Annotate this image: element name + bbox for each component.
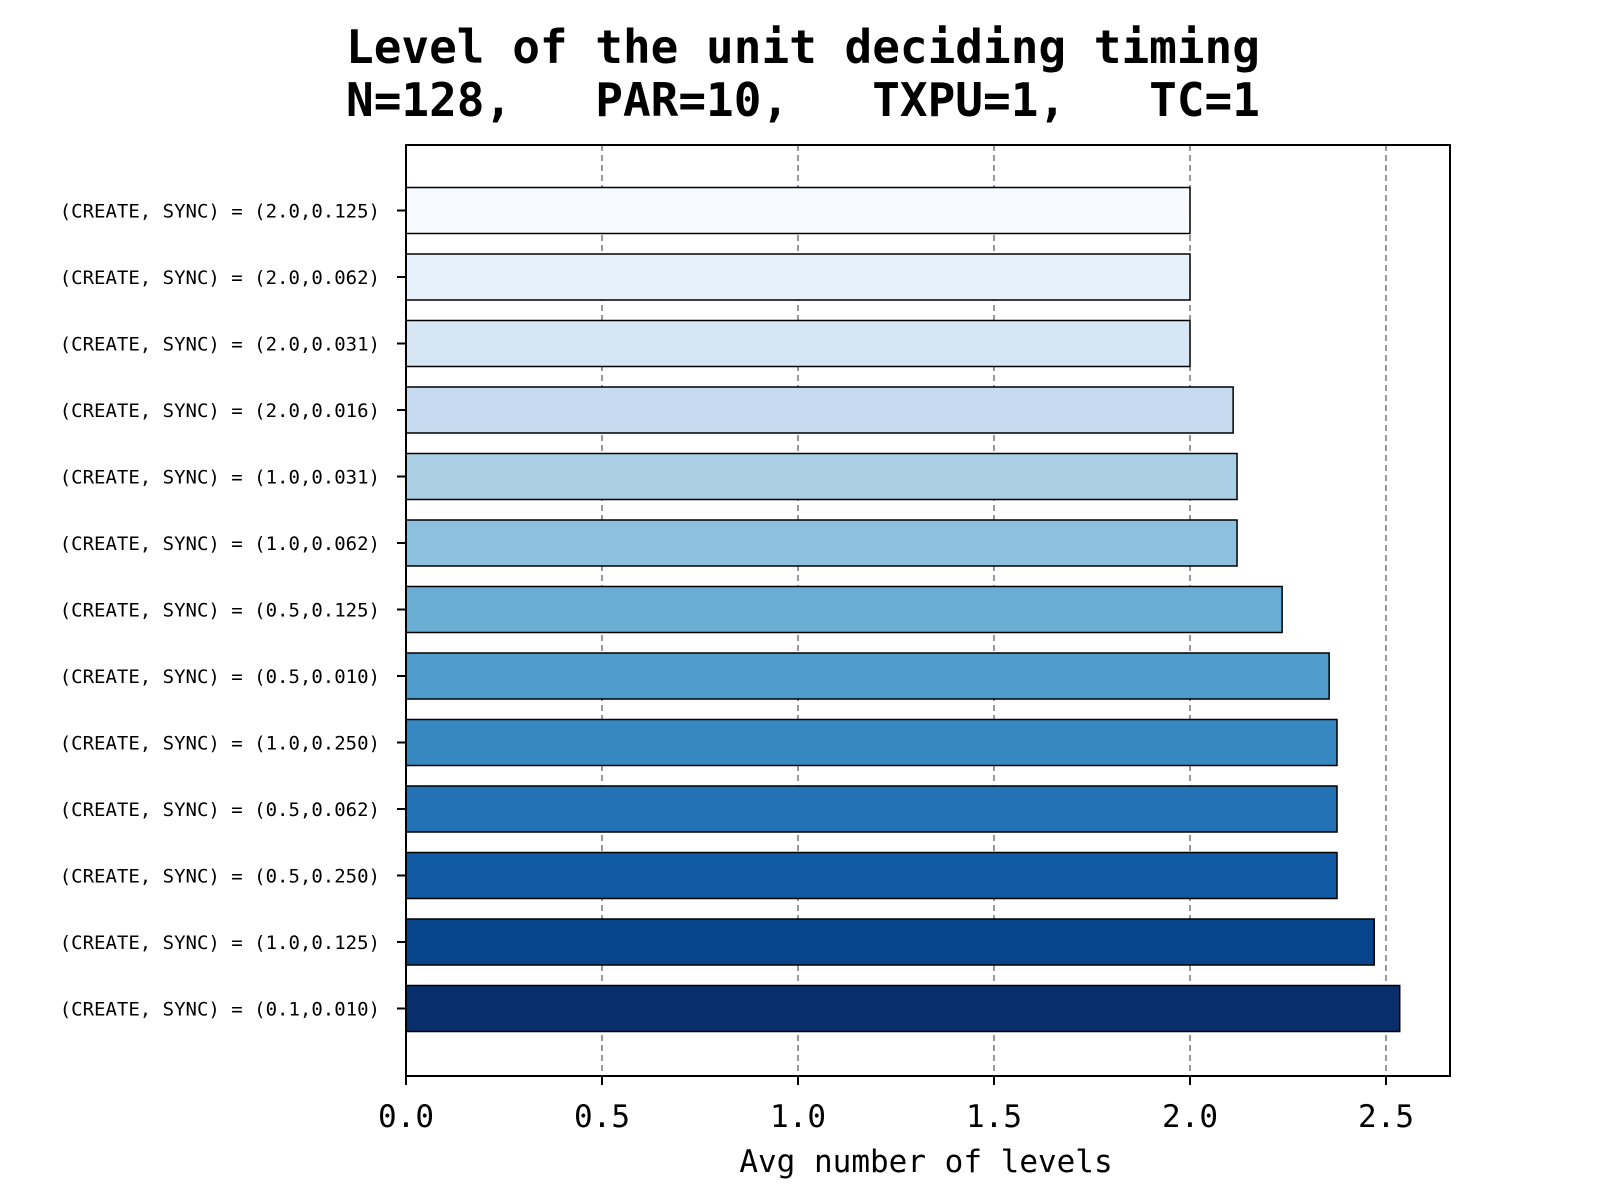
y-tick-label: (CREATE, SYNC) = (0.1,0.010) — [60, 999, 380, 1021]
y-tick-label: (CREATE, SYNC) = (2.0,0.125) — [60, 201, 380, 223]
y-tick-label: (CREATE, SYNC) = (0.5,0.125) — [60, 600, 380, 622]
plot-frame — [405, 144, 1451, 1077]
y-tick-label: (CREATE, SYNC) = (2.0,0.062) — [60, 267, 380, 289]
x-tick-label: 1.0 — [770, 1099, 826, 1135]
x-tick-label: 1.5 — [966, 1099, 1022, 1135]
y-tick-label: (CREATE, SYNC) = (1.0,0.031) — [60, 467, 380, 489]
bar — [405, 186, 1191, 235]
bar — [405, 386, 1234, 434]
x-ticks: 0.0 0.5 1.0 1.5 2.0 2.5 — [378, 1076, 1414, 1135]
bar — [405, 319, 1191, 368]
x-axis-label: Avg number of levels — [739, 1144, 1112, 1180]
y-tick-label: (CREATE, SYNC) = (2.0,0.016) — [60, 400, 380, 422]
x-tick-label: 2.0 — [1162, 1099, 1218, 1135]
bars-group — [405, 186, 1401, 1033]
x-tick-label: 0.0 — [378, 1099, 434, 1135]
y-tick-label: (CREATE, SYNC) = (0.5,0.250) — [60, 866, 380, 888]
y-tick-label: (CREATE, SYNC) = (1.0,0.250) — [60, 733, 380, 755]
x-tick-label: 0.5 — [574, 1099, 630, 1135]
bar — [405, 785, 1338, 833]
bar — [405, 984, 1401, 1033]
bar — [405, 652, 1330, 700]
bar — [405, 918, 1375, 966]
bar — [405, 519, 1238, 567]
bar — [405, 718, 1338, 767]
y-tick-label: (CREATE, SYNC) = (0.5,0.010) — [60, 666, 380, 688]
chart-title-line-1: Level of the unit deciding timing — [346, 20, 1260, 74]
bar — [405, 851, 1338, 900]
y-tick-labels: (CREATE, SYNC) = (2.0,0.125) (CREATE, SYN… — [60, 201, 406, 1021]
y-tick-label: (CREATE, SYNC) = (0.5,0.062) — [60, 799, 380, 821]
x-tick-label: 2.5 — [1358, 1099, 1414, 1135]
chart-title-line-2: N=128, PAR=10, TXPU=1, TC=1 — [346, 73, 1260, 127]
y-tick-label: (CREATE, SYNC) = (1.0,0.125) — [60, 932, 380, 954]
y-tick-label: (CREATE, SYNC) = (2.0,0.031) — [60, 334, 380, 356]
y-tick-label: (CREATE, SYNC) = (1.0,0.062) — [60, 533, 380, 555]
bar — [405, 452, 1238, 501]
bar — [405, 585, 1283, 634]
bar — [405, 253, 1191, 301]
